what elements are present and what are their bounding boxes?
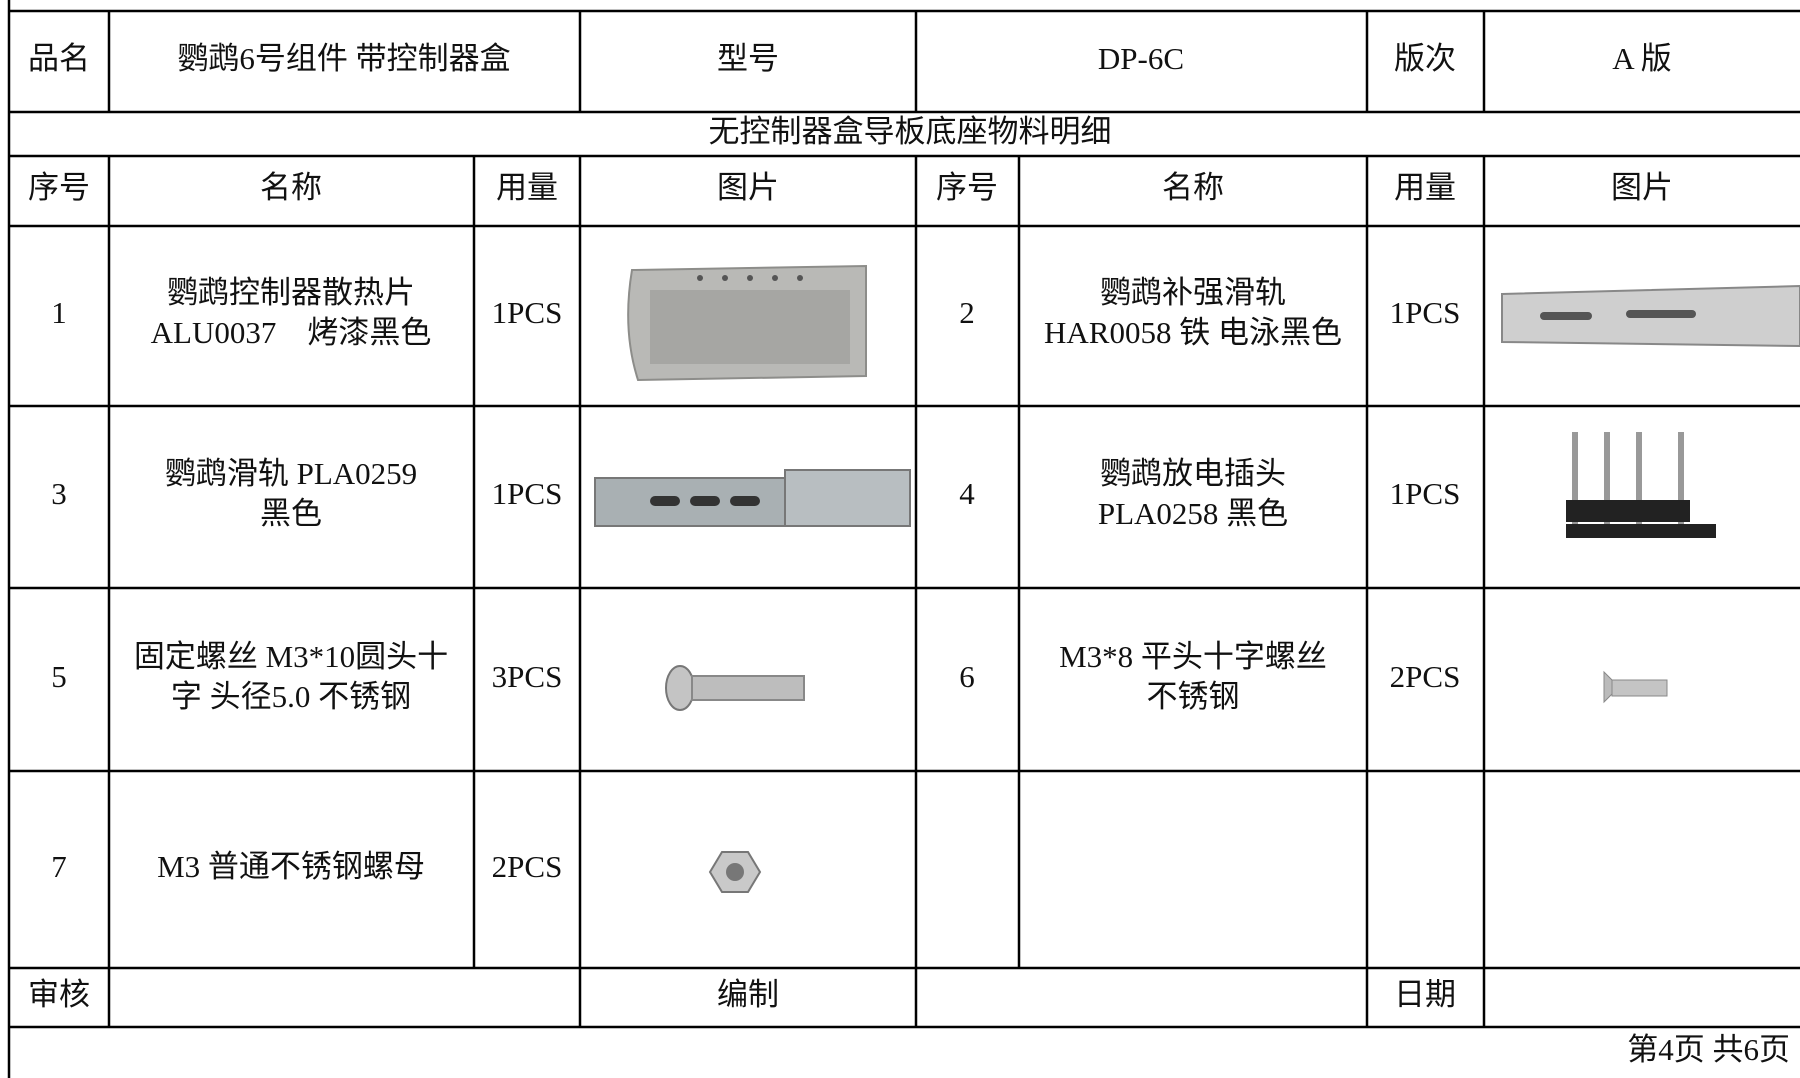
item-quantity: 2PCS <box>1390 659 1461 694</box>
item-number: 5 <box>51 659 67 694</box>
value: A 版 <box>1612 41 1671 76</box>
label: 型号 <box>717 41 779 76</box>
column-header: 序号 <box>28 170 90 205</box>
item-name: 鹦鹉放电插头 <box>1100 456 1286 491</box>
value: DP-6C <box>1098 41 1184 76</box>
label: 日期 <box>1394 977 1456 1012</box>
item-quantity: 1PCS <box>492 295 563 330</box>
column-header: 图片 <box>717 170 779 205</box>
page-number: 第4页 共6页 <box>1627 1032 1790 1067</box>
column-header: 用量 <box>1394 170 1456 205</box>
item-number: 6 <box>959 659 975 694</box>
item-name: 不锈钢 <box>1147 679 1240 714</box>
item-quantity: 1PCS <box>492 476 563 511</box>
picture-rail <box>1501 284 1800 348</box>
item-name: HAR0058 铁 电泳黑色 <box>1044 315 1342 350</box>
picture-slide-rail <box>594 469 911 527</box>
table-title: 无控制器盒导板底座物料明细 <box>709 114 1112 149</box>
picture-screw-flat <box>1603 670 1668 704</box>
item-name: ALU0037 烤漆黑色 <box>151 315 432 350</box>
label: 审核 <box>28 977 90 1012</box>
value: 鹦鹉6号组件 带控制器盒 <box>177 41 510 76</box>
item-number: 7 <box>51 849 67 884</box>
item-number: 1 <box>51 295 67 330</box>
item-name: M3*8 平头十字螺丝 <box>1059 639 1327 674</box>
picture-nut <box>708 851 762 893</box>
item-name: 鹦鹉补强滑轨 <box>1100 275 1286 310</box>
item-quantity: 1PCS <box>1390 295 1461 330</box>
column-header: 用量 <box>496 170 558 205</box>
label: 品名 <box>28 41 90 76</box>
item-number: 2 <box>959 295 975 330</box>
item-quantity: 3PCS <box>492 659 563 694</box>
label: 版次 <box>1394 41 1456 76</box>
table-grid <box>7 0 1800 1078</box>
picture-heatsink <box>627 264 867 382</box>
picture-plug <box>1566 432 1716 538</box>
column-header: 图片 <box>1611 170 1673 205</box>
column-header: 序号 <box>936 170 998 205</box>
item-quantity: 2PCS <box>492 849 563 884</box>
item-name: 鹦鹉控制器散热片 <box>167 275 415 310</box>
item-name: 固定螺丝 M3*10圆头十 <box>134 639 448 674</box>
item-number: 3 <box>51 476 67 511</box>
column-header: 名称 <box>260 170 322 205</box>
item-number: 4 <box>959 476 975 511</box>
item-name: 黑色 <box>260 496 322 531</box>
item-name: PLA0258 黑色 <box>1098 496 1288 531</box>
item-quantity: 1PCS <box>1390 476 1461 511</box>
item-name: 鹦鹉滑轨 PLA0259 <box>165 456 417 491</box>
picture-screw-round <box>665 665 805 711</box>
item-name: 字 头径5.0 不锈钢 <box>171 679 411 714</box>
column-header: 名称 <box>1162 170 1224 205</box>
item-name: M3 普通不锈钢螺母 <box>157 849 425 884</box>
label: 编制 <box>717 977 779 1012</box>
